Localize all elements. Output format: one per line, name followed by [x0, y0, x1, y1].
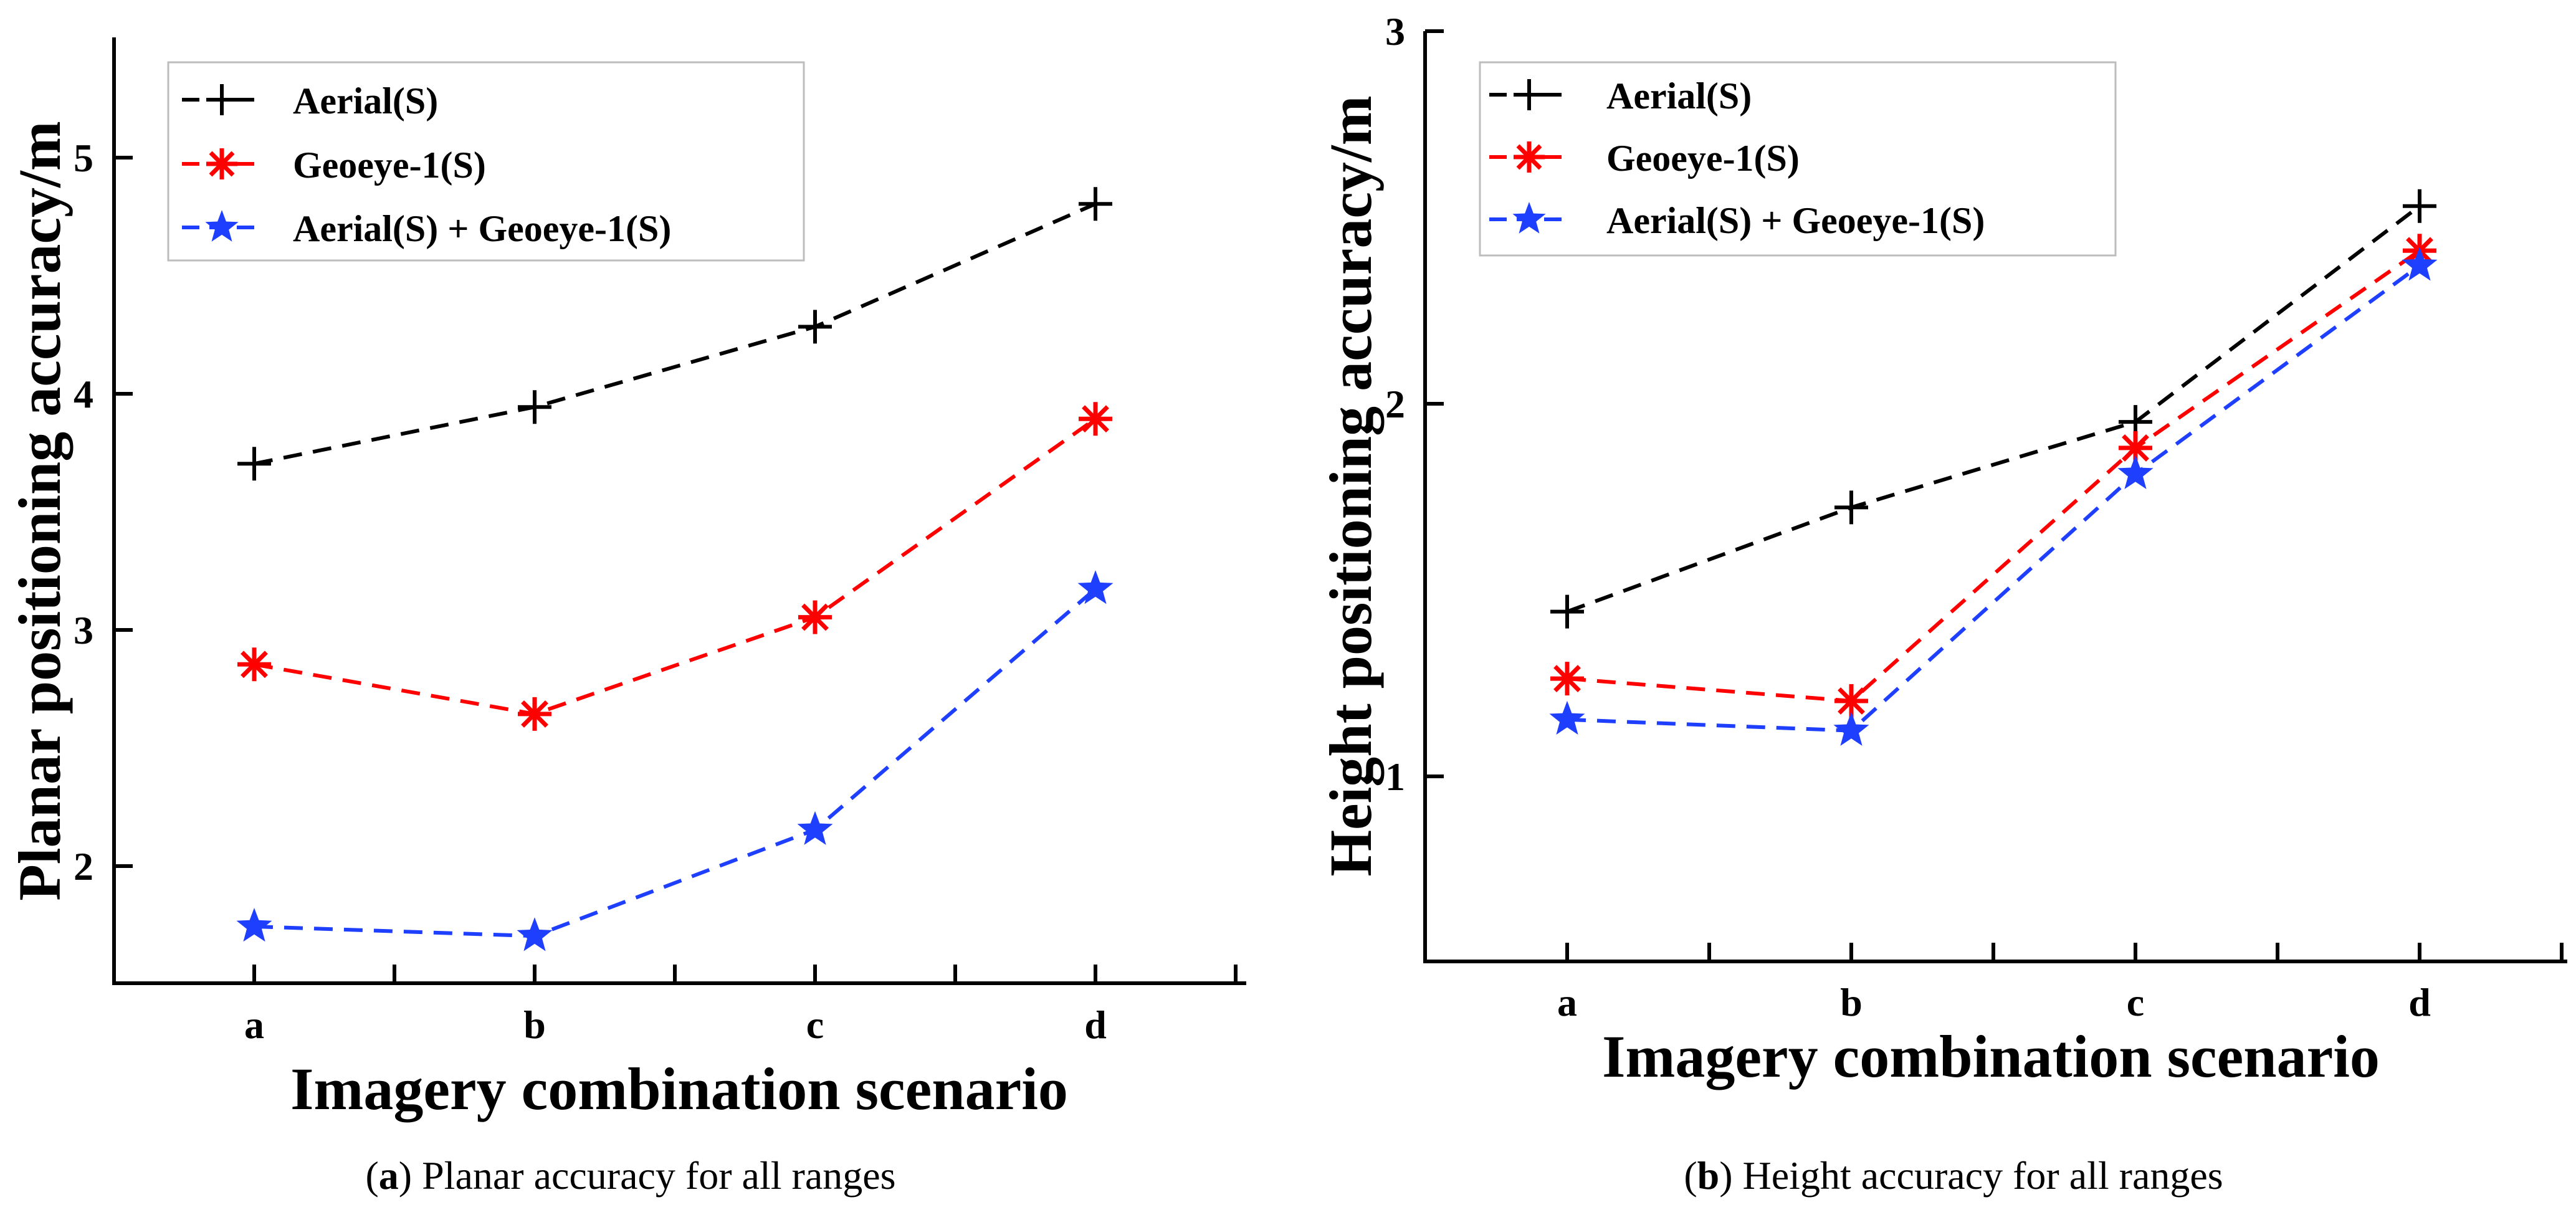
panel-b-xtick: a: [1557, 980, 1577, 1024]
panel-a-caption: (a) Planar accuracy for all ranges: [365, 1153, 895, 1198]
svg-text:Aerial(S) + Geoeye-1(S): Aerial(S) + Geoeye-1(S): [1606, 200, 1985, 241]
panel-a-ytick: 5: [74, 136, 93, 180]
panel-a-point-s1-b: [518, 390, 551, 424]
panel-b-line-3: [1567, 264, 2421, 733]
panel-a-xtick: a: [244, 1003, 264, 1047]
panel-b-legend-item-geoeye: Geoeye-1(S): [1489, 138, 1800, 179]
panel-a-point-s2-b: [518, 697, 551, 731]
panel-a-legend: Aerial(S) Geoeye-1(S) Aerial(S) + Geoeye…: [167, 61, 805, 262]
panel-a-xtick: c: [806, 1003, 824, 1047]
panel-b-xtick: c: [2127, 980, 2144, 1024]
panel-b-height-chart: 1 2 3 a b c d Imagery combination scenar…: [1317, 9, 2567, 1198]
panel-b-line-2: [1567, 249, 2421, 703]
panel-a-point-s1-c: [798, 310, 832, 344]
panel-a-point-s1-d: [1079, 187, 1112, 221]
panel-a-ytick: 4: [74, 372, 93, 416]
panel-b-point-s1-a: [1550, 594, 1584, 629]
panel-a-line-1: [254, 202, 1097, 466]
svg-text:Geoeye-1(S): Geoeye-1(S): [293, 145, 486, 186]
panel-b-point-s2-c: [2119, 431, 2152, 465]
panel-a-xtick: d: [1084, 1003, 1107, 1047]
panel-b-point-s1-d: [2403, 189, 2436, 223]
panel-a-line-2: [254, 417, 1097, 716]
panel-a-xtick: b: [523, 1003, 546, 1047]
panel-b-ytick: 3: [1385, 9, 1405, 54]
panel-b-data-marks: [1549, 189, 2438, 746]
panel-a-legend-item-aerial: Aerial(S): [182, 80, 438, 122]
panel-b-x-axis-title: Imagery combination scenario: [1602, 1023, 2380, 1090]
panel-b-line-1: [1566, 204, 2421, 614]
panel-b-legend-marker-2: [1514, 141, 1545, 173]
panel-b-xtick: d: [2408, 980, 2431, 1024]
panel-b-point-s2-a: [1550, 662, 1584, 696]
panel-a-legend-item-geoeye: Geoeye-1(S): [182, 145, 486, 186]
panel-a-data-marks: [236, 187, 1114, 951]
panel-a-legend-marker-3: [205, 210, 239, 242]
panel-a-axes: [112, 37, 1246, 985]
panel-a-legend-item-combined: Aerial(S) + Geoeye-1(S): [182, 208, 671, 249]
panel-b-point-s3-b: [1833, 712, 1869, 746]
panel-b-point-s1-b: [1834, 490, 1868, 525]
panel-b-point-s3-d: [2402, 247, 2438, 281]
panel-b-caption: (b) Height accuracy for all ranges: [1684, 1153, 2223, 1198]
panel-a-point-s2-a: [237, 647, 271, 682]
panel-a-point-s3-d: [1077, 570, 1114, 604]
panel-b-point-s3-c: [2117, 455, 2154, 489]
panel-a-point-s3-a: [236, 908, 272, 942]
panel-a-planar-chart: 2 3 4 5 a b c d Imagery combination scen…: [6, 37, 1246, 1198]
panel-a-point-s3-b: [517, 917, 553, 951]
panel-b-ytick: 2: [1385, 382, 1405, 426]
panel-a-line-3: [254, 587, 1097, 938]
panel-b-point-s3-a: [1549, 700, 1585, 735]
panel-b-legend-item-combined: Aerial(S) + Geoeye-1(S): [1489, 200, 1985, 241]
panel-a-ytick: 2: [74, 844, 93, 889]
panel-b-y-axis-title: Height positioning accuracy/m: [1317, 95, 1384, 876]
panel-b-legend-item-aerial: Aerial(S): [1489, 75, 1752, 117]
panel-a-x-axis-title: Imagery combination scenario: [290, 1056, 1068, 1122]
svg-text:Aerial(S): Aerial(S): [1606, 75, 1752, 117]
panel-a-point-s2-c: [798, 600, 832, 634]
panel-a-point-s3-c: [797, 811, 833, 845]
panel-b-legend-marker-3: [1512, 202, 1546, 234]
panel-a-ytick: 3: [74, 608, 93, 652]
svg-text:Aerial(S): Aerial(S): [293, 80, 438, 122]
panel-a-legend-marker-1: [206, 84, 237, 115]
svg-text:Aerial(S) + Geoeye-1(S): Aerial(S) + Geoeye-1(S): [293, 208, 671, 249]
panel-a-legend-marker-2: [206, 148, 237, 179]
svg-text:Geoeye-1(S): Geoeye-1(S): [1606, 138, 1800, 179]
panel-b-xtick: b: [1840, 980, 1863, 1024]
panel-b-legend: Aerial(S) Geoeye-1(S) Aerial(S) + Geoeye…: [1479, 61, 2117, 257]
panel-a-point-s1-a: [237, 447, 271, 481]
panel-a-y-axis-title: Planar positioning accuracy/m: [6, 121, 73, 901]
panel-b-axes: [1423, 29, 2567, 963]
panel-a-point-s2-d: [1079, 402, 1112, 436]
panel-b-legend-marker-1: [1514, 79, 1545, 110]
panel-b-ytick: 1: [1385, 755, 1405, 799]
